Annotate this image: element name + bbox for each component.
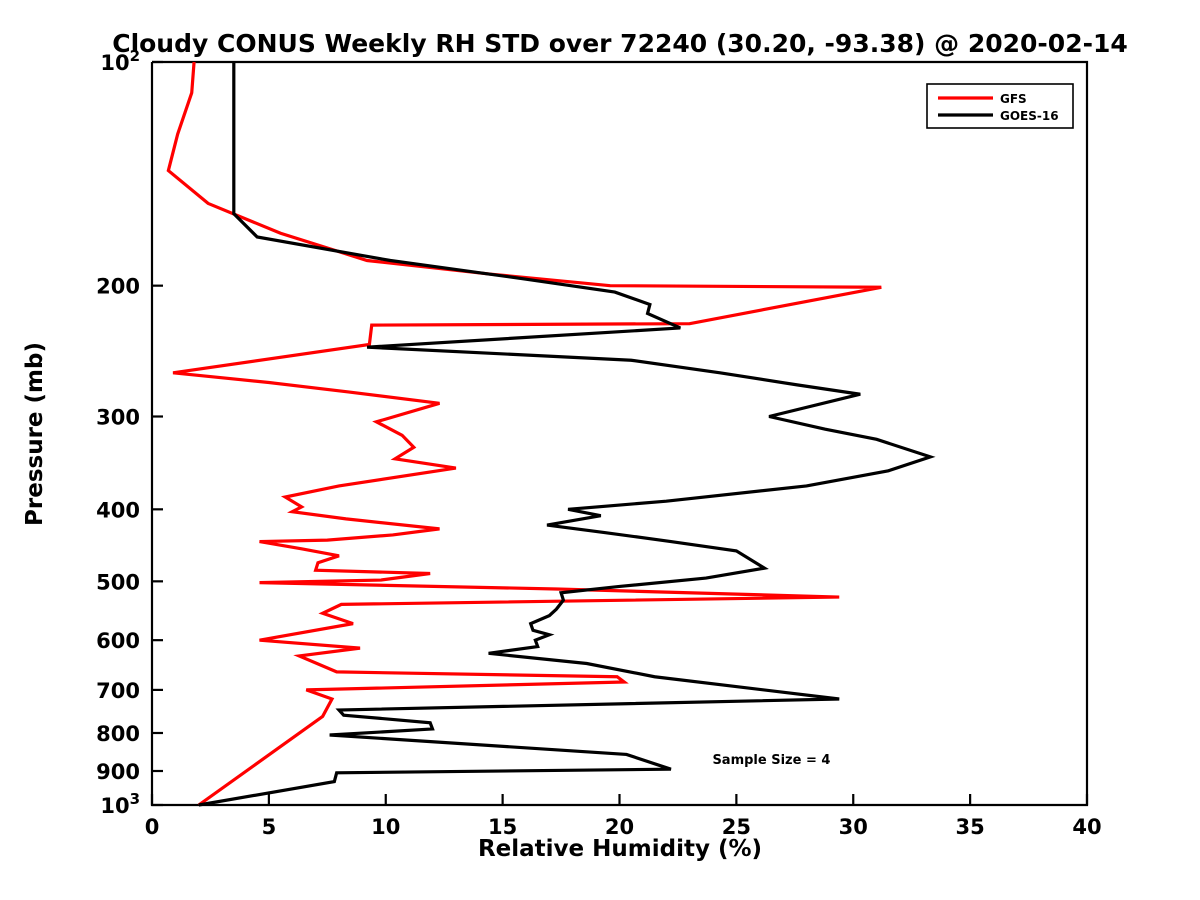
- legend-label-gfs: GFS: [1000, 92, 1027, 106]
- y-tick-label: 900: [96, 760, 140, 784]
- x-axis-title: Relative Humidity (%): [478, 836, 762, 862]
- plot-border: [150, 60, 1089, 807]
- x-tick-label: 20: [605, 815, 634, 839]
- series-line-goes-16: [198, 62, 936, 807]
- sample-size-annotation: Sample Size = 4: [712, 753, 830, 768]
- y-axis-ticks: 102 200 300 400 500 600 700 800 900 103: [96, 47, 163, 818]
- x-axis-ticks: 0 5 10 15 20 25 30 35 40: [145, 794, 1102, 839]
- axis-frame: [150, 60, 1089, 807]
- y-tick-label: 400: [96, 498, 140, 522]
- x-tick-label: 35: [956, 815, 985, 839]
- x-tick-label: 30: [839, 815, 868, 839]
- x-tick-label: 25: [722, 815, 751, 839]
- y-tick-label: 600: [96, 629, 140, 653]
- chart-annotations: Sample Size = 4: [712, 753, 830, 768]
- y-tick-label: 500: [96, 570, 140, 594]
- legend-background: [926, 83, 1074, 129]
- y-tick-label: 200: [96, 275, 140, 299]
- chart-legend: GFS GOES-16: [926, 83, 1074, 129]
- y-tick-label: 102: [100, 47, 140, 75]
- data-series-group: [166, 61, 936, 807]
- x-tick-label: 15: [488, 815, 517, 839]
- y-tick-label: 103: [100, 790, 140, 818]
- x-tick-label: 40: [1072, 815, 1101, 839]
- y-tick-label: 700: [96, 679, 140, 703]
- y-tick-label: 800: [96, 722, 140, 746]
- legend-label-goes16: GOES-16: [1000, 109, 1059, 123]
- series-line-gfs: [166, 61, 882, 807]
- x-tick-label: 0: [145, 815, 160, 839]
- x-tick-label: 10: [371, 815, 400, 839]
- x-tick-label: 5: [262, 815, 277, 839]
- y-tick-label: 300: [96, 406, 140, 430]
- chart-title: Cloudy CONUS Weekly RH STD over 72240 (3…: [112, 29, 1128, 58]
- y-axis-title: Pressure (mb): [22, 342, 48, 526]
